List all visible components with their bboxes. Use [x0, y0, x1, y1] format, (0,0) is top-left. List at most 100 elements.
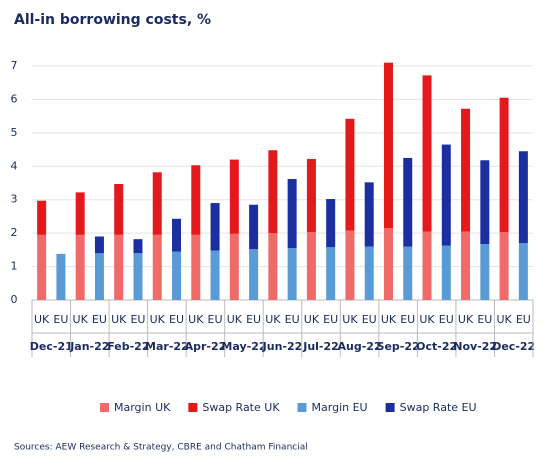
y-tick-label: 0: [11, 293, 18, 306]
group-label: Apr-22: [185, 340, 227, 353]
group-label: Dec-22: [492, 340, 535, 353]
legend-label: Margin UK: [114, 401, 171, 414]
x-tick-label: EU: [285, 313, 300, 326]
bar-segment: [403, 157, 413, 247]
bar-segment: [249, 204, 259, 250]
y-tick-label: 1: [11, 260, 18, 273]
bar-segment: [94, 236, 104, 254]
bar-segment: [345, 118, 355, 231]
bar-segment: [114, 234, 124, 300]
x-tick-label: UK: [342, 313, 358, 326]
x-tick-label: EU: [323, 313, 338, 326]
bar-segment: [422, 75, 432, 232]
bar-segment: [172, 218, 182, 252]
legend-swatch: [100, 403, 109, 412]
bar-segment: [345, 230, 355, 300]
bar-segment: [441, 245, 451, 300]
x-tick-label: UK: [304, 313, 320, 326]
bar-segment: [191, 234, 201, 300]
bar-segment: [229, 233, 239, 300]
source-note: Sources: AEW Research & Strategy, CBRE a…: [14, 443, 308, 453]
x-tick-label: EU: [169, 313, 184, 326]
bar-segment: [191, 165, 201, 235]
x-tick-label: EU: [516, 313, 531, 326]
y-tick-label: 6: [11, 92, 18, 105]
group-label: Feb-22: [107, 340, 149, 353]
y-tick-label: 7: [11, 59, 18, 72]
bar-segment: [37, 234, 47, 300]
bar-segment: [326, 247, 336, 300]
legend-swatch: [188, 403, 198, 412]
x-tick-label: UK: [188, 313, 204, 326]
bar-segment: [229, 159, 239, 234]
bar-segment: [75, 234, 85, 300]
bar-segment: [518, 243, 528, 300]
bar-segment: [383, 228, 393, 300]
group-label: Oct-22: [416, 340, 457, 353]
bar-segment: [37, 200, 47, 235]
group-label: Dec-21: [30, 340, 73, 353]
bar-segment: [306, 232, 316, 300]
x-tick-label: UK: [458, 313, 474, 326]
bar-segment: [461, 108, 471, 232]
x-tick-label: UK: [227, 313, 243, 326]
bar-segment: [268, 150, 278, 234]
x-tick-label: UK: [111, 313, 127, 326]
x-tick-label: EU: [400, 313, 415, 326]
legend-label: Margin EU: [312, 401, 368, 414]
bar-segment: [364, 246, 374, 300]
group-label: Mar-22: [145, 340, 189, 353]
bar-segment: [152, 172, 162, 235]
y-tick-label: 4: [11, 159, 18, 172]
x-tick-label: UK: [496, 313, 512, 326]
x-tick-label: UK: [419, 313, 435, 326]
x-tick-label: UK: [381, 313, 397, 326]
bar-segment: [94, 253, 104, 300]
x-tick-label: EU: [53, 313, 68, 326]
bar-segment: [461, 231, 471, 300]
bar-segment: [403, 246, 413, 300]
bar-segment: [499, 97, 509, 233]
x-tick-label: UK: [150, 313, 166, 326]
bar-segment: [518, 151, 528, 244]
chart-title: All-in borrowing costs, %: [14, 12, 211, 28]
bar-segment: [172, 251, 182, 300]
bar-segment: [326, 199, 336, 248]
y-tick-label: 5: [11, 126, 18, 139]
bar-segment: [422, 231, 432, 300]
y-tick-label: 2: [11, 226, 18, 239]
bar-segment: [268, 233, 278, 300]
group-label: Sep-22: [377, 340, 420, 353]
x-tick-label: EU: [92, 313, 107, 326]
group-label: Jul-22: [302, 340, 339, 353]
legend-label: Swap Rate UK: [202, 401, 280, 414]
x-tick-label: UK: [73, 313, 89, 326]
x-tick-label: EU: [362, 313, 377, 326]
x-tick-label: EU: [246, 313, 261, 326]
x-tick-label: UK: [34, 313, 50, 326]
legend-swatch: [385, 403, 395, 412]
bar-segment: [210, 203, 220, 251]
bar-segment: [287, 178, 297, 249]
bar-segment: [383, 62, 393, 229]
group-label: Aug-22: [338, 340, 382, 353]
bar-segment: [133, 239, 143, 254]
bar-segment: [441, 144, 451, 246]
x-tick-label: EU: [208, 313, 223, 326]
bar-segment: [499, 232, 509, 300]
legend-swatch: [297, 403, 307, 412]
group-label: May-22: [221, 340, 266, 353]
bar-segment: [306, 158, 316, 233]
bar-segment: [114, 184, 124, 235]
group-label: Jun-22: [262, 340, 303, 353]
bar-segment: [480, 160, 490, 245]
bar-segment: [210, 250, 220, 300]
bar-segment: [480, 244, 490, 300]
x-tick-label: EU: [439, 313, 454, 326]
y-tick-label: 3: [11, 193, 18, 206]
bar-segment: [287, 248, 297, 300]
bar-segment: [56, 253, 66, 300]
x-tick-label: EU: [130, 313, 145, 326]
bar-segment: [249, 249, 259, 300]
bar-segment: [133, 253, 143, 300]
